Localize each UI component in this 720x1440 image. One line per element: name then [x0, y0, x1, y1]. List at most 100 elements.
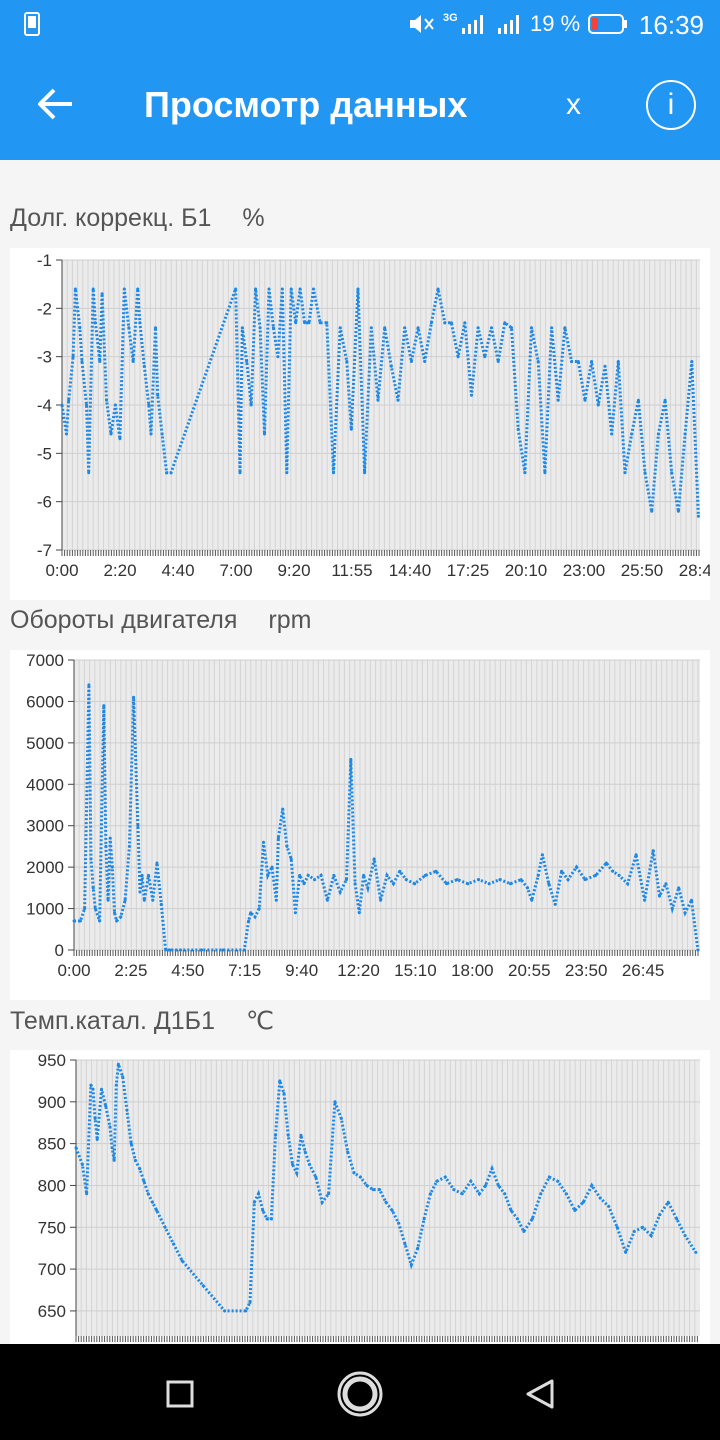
x-tick-label: 11:55 [331, 561, 372, 580]
data-point [291, 1163, 294, 1166]
data-point [313, 878, 317, 882]
data-point [590, 1184, 594, 1187]
chart2-panel: 0 1000 2000 3000 4000 5000 6000 7000 0:00 2:25 4:5… [10, 650, 710, 1000]
data-point [339, 1117, 343, 1120]
close-button[interactable]: x [566, 88, 581, 121]
mute-icon [410, 15, 434, 33]
data-point [550, 326, 554, 330]
grid-lines [75, 1059, 700, 1336]
data-point [133, 1158, 137, 1162]
series-line [74, 684, 700, 952]
data-point [553, 902, 557, 906]
data-point [503, 321, 507, 325]
data-point [60, 403, 64, 407]
data-point [106, 898, 110, 902]
data-point [169, 471, 173, 475]
charts-scroll-area[interactable]: Долг. коррекц. Б1 % -1 -2 -3 -4 -5 -6 -7 0:00 2:… [0, 160, 720, 1344]
x-tick-label: 25:50 [621, 561, 664, 580]
data-point [285, 471, 289, 475]
data-point [200, 948, 204, 952]
data-point [556, 1179, 560, 1183]
data-point [109, 432, 113, 436]
home-icon[interactable] [336, 1370, 384, 1418]
data-point [643, 471, 647, 475]
data-point [85, 1192, 89, 1196]
data-point [104, 1104, 108, 1108]
data-point [443, 1175, 447, 1179]
data-point [683, 1234, 687, 1238]
data-point [93, 321, 97, 325]
data-point [319, 873, 323, 877]
x-tick-label: 2:20 [103, 561, 136, 580]
data-point [307, 321, 311, 325]
data-point [423, 873, 427, 877]
data-point [384, 1200, 388, 1204]
data-point [136, 824, 140, 828]
data-point [456, 355, 460, 359]
recents-icon[interactable] [166, 1380, 194, 1408]
y-tick-label: -6 [37, 493, 52, 512]
data-point [318, 321, 322, 325]
status-bar: 3G 19 % 16:39 [0, 0, 720, 48]
data-point [560, 869, 564, 873]
data-point [142, 1179, 146, 1183]
data-point [155, 861, 159, 865]
y-tick-label: 650 [38, 1302, 66, 1321]
data-point [91, 886, 95, 890]
y-tick-label: 700 [38, 1260, 66, 1279]
data-point [163, 1225, 167, 1229]
data-point [78, 919, 82, 923]
y-tick-label: 750 [38, 1218, 66, 1237]
data-point [547, 882, 551, 886]
back-icon[interactable] [524, 1378, 556, 1410]
data-point [610, 432, 614, 436]
data-point [369, 326, 373, 330]
data-point [391, 882, 395, 886]
data-point [356, 287, 360, 291]
chart1-ltft[interactable]: -1 -2 -3 -4 -5 -6 -70:00 2:20 4:40 7:00 9:20 11:55 1… [10, 248, 720, 600]
x-minor-ticks [75, 1336, 698, 1342]
chart2-rpm[interactable]: 0 1000 2000 3000 4000 5000 6000 7000 0:00 2:25 4:5… [10, 650, 710, 1000]
data-point [223, 1309, 227, 1313]
data-point [409, 1263, 413, 1267]
data-point [509, 1209, 513, 1212]
chart3-cat-temp[interactable]: 650 700 750 800 850 900 950 [10, 1050, 710, 1344]
data-point [416, 1246, 420, 1250]
data-point [274, 898, 278, 902]
data-point [409, 360, 413, 363]
data-point [325, 321, 329, 325]
data-point [174, 948, 178, 952]
data-point [180, 1259, 184, 1263]
data-point [325, 898, 329, 902]
x-tick-label: 2:25 [114, 961, 147, 980]
arrow-left-icon[interactable] [36, 86, 76, 122]
data-point [543, 471, 547, 475]
data-point [95, 1138, 99, 1141]
y-tick-label: 6000 [26, 692, 64, 711]
data-point [98, 360, 102, 363]
x-tick-label: 12:20 [337, 961, 380, 980]
data-point [118, 437, 122, 441]
data-point [455, 878, 459, 882]
data-point [242, 948, 246, 952]
data-point [575, 865, 578, 869]
data-point [611, 869, 615, 873]
data-point [663, 398, 667, 402]
data-point [156, 393, 160, 397]
data-point [168, 948, 172, 952]
series-points [72, 683, 700, 952]
data-point [234, 287, 238, 291]
data-point [262, 840, 265, 844]
data-point [385, 873, 389, 877]
data-point [670, 907, 674, 911]
info-button[interactable]: i [646, 80, 696, 130]
data-point [286, 1133, 290, 1137]
x-tick-label: 20:55 [508, 961, 551, 980]
data-point [89, 857, 93, 861]
data-point [93, 907, 97, 911]
data-point [483, 355, 487, 359]
data-point [73, 287, 77, 291]
data-point [105, 398, 108, 402]
data-point [626, 882, 630, 886]
data-point [675, 1217, 679, 1221]
